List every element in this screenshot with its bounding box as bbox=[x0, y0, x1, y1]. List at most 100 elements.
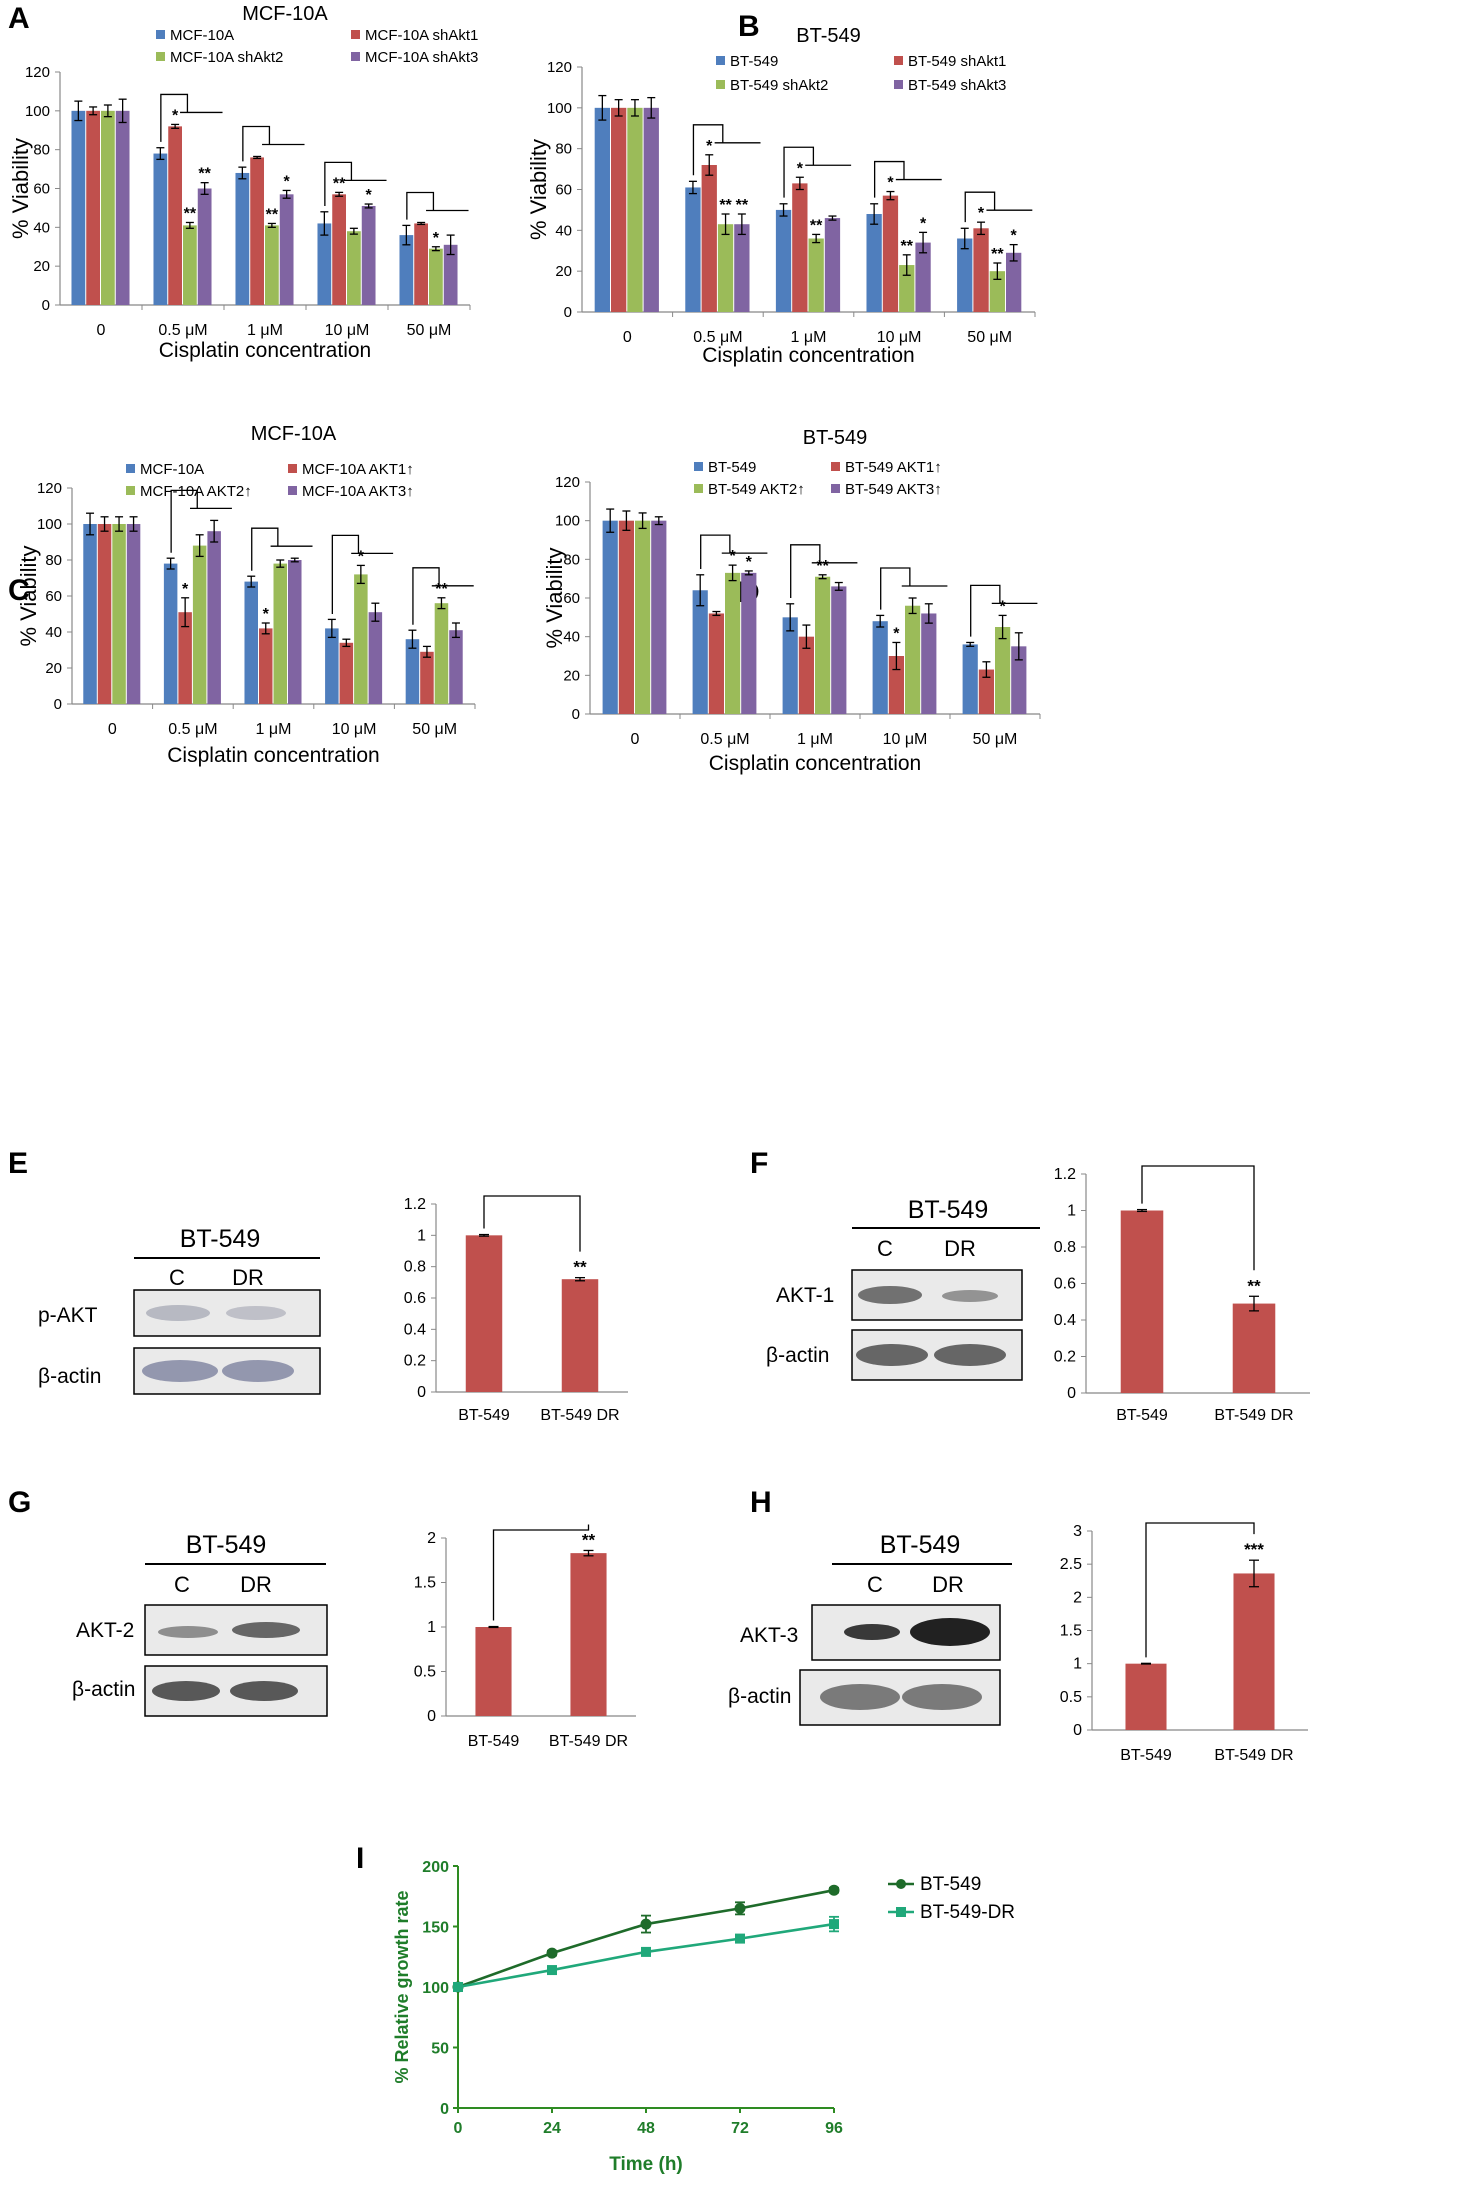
bar bbox=[339, 642, 354, 704]
bar bbox=[792, 183, 808, 312]
comparison-bracket bbox=[700, 534, 731, 569]
x-tick-label: BT-549 bbox=[468, 1733, 520, 1750]
chart-title: BT-549 bbox=[803, 427, 867, 449]
bar bbox=[361, 205, 376, 305]
bar bbox=[882, 195, 899, 312]
x-tick-label: BT-549 bbox=[458, 1407, 510, 1424]
data-point bbox=[734, 1902, 746, 1914]
bar bbox=[824, 218, 841, 312]
bar bbox=[708, 613, 724, 714]
bar bbox=[126, 524, 141, 704]
comparison-bracket bbox=[483, 1195, 581, 1252]
y-tick-label: 120 bbox=[555, 474, 580, 491]
y-tick-label: 200 bbox=[422, 1859, 449, 1876]
bar-chart-G: 0 0.5 1 1.5 2 BT-549 ** BT-549 DR bbox=[414, 1524, 636, 1750]
blot-band bbox=[902, 1684, 982, 1710]
legend-label: BT-549 AKT1↑ bbox=[845, 459, 942, 476]
data-point bbox=[828, 1884, 840, 1896]
blot-band bbox=[222, 1360, 294, 1382]
legend-swatch bbox=[126, 486, 135, 495]
y-tick-label: 2.5 bbox=[1060, 1556, 1082, 1573]
legend-swatch bbox=[694, 462, 703, 471]
bar bbox=[465, 1235, 503, 1392]
bar bbox=[635, 520, 651, 714]
comparison-bracket bbox=[964, 191, 996, 223]
y-tick-label: 60 bbox=[555, 182, 572, 199]
x-tick-label: 96 bbox=[825, 2120, 843, 2137]
significance-stars: ** bbox=[573, 1258, 587, 1277]
bar bbox=[258, 628, 273, 704]
x-tick-label: 24 bbox=[543, 2120, 561, 2137]
x-tick-label: 10 μM bbox=[877, 329, 922, 346]
blot-title: BT-549 bbox=[880, 1531, 961, 1559]
significance-stars: * bbox=[182, 581, 189, 598]
bar bbox=[872, 621, 888, 714]
legend-swatch bbox=[156, 30, 165, 39]
y-tick-label: 60 bbox=[45, 588, 62, 605]
bar bbox=[866, 214, 882, 312]
significance-stars: ** bbox=[810, 217, 823, 234]
x-axis-label: Cisplatin concentration bbox=[167, 744, 379, 767]
blot-row-label: β-actin bbox=[728, 1685, 791, 1708]
blot-row-label: AKT-3 bbox=[740, 1624, 798, 1647]
legend-label: MCF-10A AKT1↑ bbox=[302, 461, 414, 478]
y-tick-label: 1 bbox=[427, 1619, 436, 1636]
bar bbox=[178, 612, 192, 704]
blot-band bbox=[820, 1684, 900, 1710]
y-tick-label: 0.5 bbox=[414, 1664, 436, 1681]
bar bbox=[192, 545, 207, 704]
x-tick-label: 10 μM bbox=[332, 721, 377, 738]
x-tick-label: 0 bbox=[97, 322, 106, 339]
comparison-bracket bbox=[1141, 1165, 1255, 1271]
blot-title: BT-549 bbox=[186, 1531, 267, 1559]
x-tick-label: 0.5 μM bbox=[158, 322, 207, 339]
y-tick-label: 1.2 bbox=[404, 1196, 426, 1213]
y-tick-label: 1.2 bbox=[1054, 1166, 1076, 1183]
y-tick-label: 60 bbox=[563, 590, 580, 607]
legend-label: MCF-10A bbox=[170, 27, 234, 44]
y-tick-label: 2 bbox=[427, 1530, 436, 1547]
x-axis-label: Cisplatin concentration bbox=[702, 344, 914, 367]
bar bbox=[734, 224, 750, 312]
y-axis-label: % Viability bbox=[16, 545, 41, 646]
legend-label: MCF-10A shAkt3 bbox=[365, 49, 478, 66]
bar bbox=[153, 153, 168, 305]
x-tick-label: 0 bbox=[623, 329, 632, 346]
y-axis-label: % Viability bbox=[8, 138, 33, 239]
legend-label: BT-549 bbox=[920, 1874, 981, 1895]
bar bbox=[651, 520, 667, 714]
bar bbox=[594, 107, 610, 312]
bar bbox=[71, 110, 86, 305]
x-tick-label: BT-549 DR bbox=[540, 1407, 619, 1424]
x-tick-label: 0.5 μM bbox=[700, 731, 749, 748]
x-tick-label: BT-549 bbox=[1120, 1747, 1172, 1764]
significance-stars: ** bbox=[1247, 1276, 1261, 1295]
y-tick-label: 1.5 bbox=[1060, 1623, 1082, 1640]
significance-stars: * bbox=[797, 160, 804, 177]
bar bbox=[701, 165, 717, 312]
panel-letter-E: E bbox=[8, 1147, 28, 1180]
x-axis-label: Cisplatin concentration bbox=[709, 752, 921, 775]
y-tick-label: 0.4 bbox=[404, 1321, 426, 1338]
data-point bbox=[547, 1965, 557, 1976]
bar bbox=[692, 590, 708, 714]
bar bbox=[915, 242, 931, 312]
legend-swatch bbox=[288, 464, 297, 473]
legend-label: BT-549 AKT3↑ bbox=[845, 481, 942, 498]
significance-stars: ** bbox=[333, 175, 346, 192]
x-tick-label: 1 μM bbox=[256, 721, 292, 738]
bar bbox=[288, 560, 302, 704]
comparison-bracket bbox=[783, 146, 815, 198]
y-tick-label: 20 bbox=[555, 263, 572, 280]
legend-swatch bbox=[894, 80, 903, 89]
comparison-bracket bbox=[790, 544, 821, 598]
legend-label: MCF-10A AKT3↑ bbox=[302, 483, 414, 500]
comparison-bracket bbox=[170, 489, 198, 553]
blot-title: BT-549 bbox=[908, 1196, 989, 1224]
bar bbox=[1011, 646, 1027, 714]
significance-stars: * bbox=[706, 138, 713, 155]
y-tick-label: 0 bbox=[1067, 1385, 1076, 1402]
blot-lane-label: C bbox=[877, 1236, 893, 1261]
significance-stars: *** bbox=[1244, 1540, 1264, 1559]
y-tick-label: 0.4 bbox=[1054, 1312, 1076, 1329]
